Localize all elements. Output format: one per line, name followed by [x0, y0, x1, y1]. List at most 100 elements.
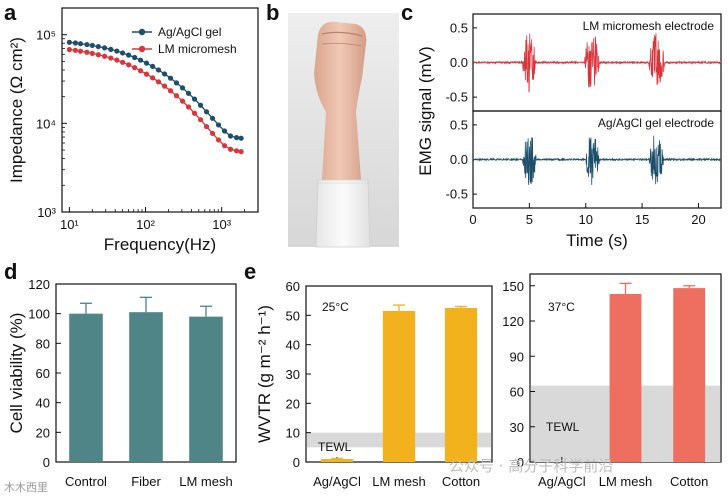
chart-e1: 0 10 20 30 40 50 60 Ag/AgCl LM mesh Cotton 25°C T…: [255, 279, 493, 489]
chart-a-point: [233, 148, 240, 154]
chart-a-point: [203, 123, 210, 130]
chart-a-point: [197, 102, 204, 108]
chart-d-ytick-label: 80: [36, 336, 50, 351]
chart-d-ytick-label: 100: [28, 307, 50, 322]
panel-letter-e: e: [244, 259, 256, 284]
chart-a-xtick-label: 10²: [136, 217, 155, 232]
watermark-corner: 木木西里: [4, 481, 48, 494]
chart-a-xtick-label: 10³: [212, 217, 231, 232]
chart-a-point: [185, 90, 192, 96]
chart-a-point: [137, 57, 144, 63]
panel-letter-d: d: [4, 259, 17, 284]
chart-e1-ytick-label: 40: [286, 338, 300, 353]
chart-a-legend: Ag/AgCl gel LM micromesh: [132, 25, 237, 56]
chart-a-point: [155, 67, 162, 73]
chart-a-point: [143, 71, 150, 77]
chart-d-ytick-label: 120: [28, 277, 50, 292]
chart-a-point: [167, 75, 174, 81]
chart-e1-bars: [320, 304, 478, 462]
chart-c-xtick-label: 20: [691, 212, 705, 227]
chart-d-ytick-label: 20: [36, 425, 50, 440]
chart-a-point: [173, 80, 180, 86]
chart-e1-ytick-label: 0: [293, 455, 300, 470]
chart-a-point: [89, 42, 95, 49]
chart-a-ytick-label: 10⁵: [36, 28, 56, 43]
chart-c-xtick-label: 10: [578, 212, 592, 227]
chart-a-point: [233, 135, 240, 141]
chart-a-point: [179, 85, 186, 91]
chart-a-point: [209, 115, 216, 121]
chart-a-point: [179, 98, 186, 104]
chart-a-point: [120, 50, 126, 56]
chart-a-point: [120, 59, 126, 65]
chart-a-point: [161, 71, 168, 77]
chart-c-trace-1: [472, 135, 722, 185]
chart-a-point: [227, 133, 234, 139]
chart-a-point: [173, 93, 180, 99]
chart-a-point: [155, 79, 162, 85]
chart-a-point: [95, 43, 101, 50]
chart-a-point: [137, 68, 144, 74]
chart-d-bar-fiber: [129, 312, 163, 462]
chart-d-xtick-label: Fiber: [131, 474, 161, 489]
panel-letter-c: c: [401, 0, 413, 25]
chart-a-point: [150, 75, 156, 81]
chart-d-ytick-label: 60: [36, 366, 50, 381]
chart-a-point: [161, 83, 168, 89]
chart-a-line-0: [69, 41, 242, 139]
chart-a-point: [84, 49, 90, 55]
chart-a-point: [209, 130, 216, 137]
chart-a-series: [66, 39, 244, 155]
chart-a-point: [108, 46, 114, 52]
forearm-with-wrapped-electrode-photo: [288, 13, 399, 248]
chart-c: -0.5 0.0 0.5 -0.5 0.0 0.5 0 5 10 15 20 LM micromes…: [416, 13, 722, 250]
chart-a-frame: [61, 7, 259, 213]
watermark-text: 公众号 · 高分子科学前沿: [449, 457, 613, 475]
chart-e2: 0 30 60 90 120 150 Ag/AgCl LM mesh Cotton 37°C T…: [502, 273, 722, 489]
chart-e2-ytick-label: 60: [510, 385, 524, 400]
chart-e2-band-label: TEWL: [546, 420, 580, 434]
chart-e2-ytick-label: 150: [502, 279, 524, 294]
chart-e-ylabel: WVTR (g m⁻² h⁻¹): [255, 305, 274, 443]
chart-a-point: [238, 149, 244, 155]
chart-e1-ytick-label: 60: [286, 279, 300, 294]
chart-a-point: [84, 41, 90, 48]
watermark: 公众号 · 高分子科学前沿 木木西里: [4, 457, 613, 494]
chart-a-point: [150, 63, 156, 69]
chart-a-point: [197, 117, 204, 123]
chart-a-point: [77, 41, 84, 47]
chart-c-top-label: LM micromesh electrode: [583, 19, 715, 33]
chart-e2-ytick-label: 30: [510, 420, 524, 435]
chart-c-ytick-label: 0.0: [450, 55, 468, 70]
chart-d-bar-lmmesh: [189, 316, 223, 462]
chart-d-ytick-label: 40: [36, 396, 50, 411]
chart-a-point: [114, 57, 120, 63]
chart-e1-xtick-label: Cotton: [442, 474, 480, 489]
chart-e1-temperature: 25°C: [322, 300, 349, 314]
chart-d-bars: [69, 296, 223, 462]
chart-a-point: [203, 109, 210, 115]
chart-e1-bar-cotton: [444, 308, 478, 462]
chart-e2-xtick-label: LM mesh: [599, 474, 652, 489]
chart-a: 10³ 10⁴ 10⁵ 10¹ 10² 10³ Ag/AgCl gel LM micro…: [7, 7, 259, 254]
chart-a-point: [66, 39, 72, 45]
chart-e1-axis: 0 10 20 30 40 50 60 Ag/AgCl LM mesh Cotton: [286, 279, 481, 489]
chart-e2-bar-lmmesh: [609, 293, 642, 462]
chart-a-point: [215, 137, 222, 143]
chart-a-point: [72, 47, 79, 53]
chart-e1-ytick-label: 10: [286, 426, 300, 441]
chart-c-bottom-label: Ag/AgCl gel electrode: [598, 116, 714, 130]
chart-a-point: [191, 110, 198, 116]
chart-e2-bars: [609, 282, 706, 462]
chart-c-trace-0: [472, 33, 722, 93]
chart-a-point: [238, 135, 244, 141]
chart-a-point: [89, 50, 95, 57]
chart-c-ytick-label: -0.5: [446, 187, 468, 202]
legend-label-agagcl: Ag/AgCl gel: [158, 25, 221, 39]
chart-c-traces: [472, 33, 722, 185]
chart-c-xlabel: Time (s): [566, 231, 628, 250]
panel-letter-a: a: [4, 0, 17, 25]
chart-a-point: [143, 60, 150, 66]
legend-marker-lm: [138, 45, 146, 53]
